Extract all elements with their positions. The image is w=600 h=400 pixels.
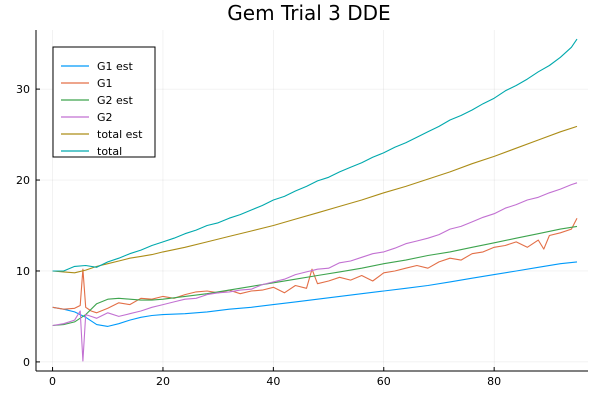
series-line-g2: [52, 182, 578, 362]
legend-label-g1: G1: [97, 77, 113, 90]
y-tick-label: 20: [16, 174, 30, 187]
x-tick-label: 20: [156, 375, 170, 388]
x-tick-label: 60: [377, 375, 391, 388]
legend-label-g2: G2: [97, 111, 113, 124]
x-tick-label: 0: [49, 375, 56, 388]
legend: G1 est G1 G2 est G2 total est total: [52, 46, 156, 158]
y-tick-label: 30: [16, 83, 30, 96]
legend-label-total: total: [97, 145, 122, 158]
axes: 0 20 40 60 80 0 10 20 30: [16, 30, 588, 388]
series-line-total-est: [52, 125, 578, 274]
legend-box: [52, 46, 156, 158]
y-tick-label: 0: [23, 356, 30, 369]
series-line-g1: [52, 217, 578, 314]
legend-label-g1-est: G1 est: [97, 60, 134, 73]
series-line-total: [52, 38, 578, 272]
legend-label-total-est: total est: [97, 128, 143, 141]
x-tick-label: 80: [487, 375, 501, 388]
y-tick-label: 10: [16, 265, 30, 278]
series-line-g1-est: [52, 261, 578, 327]
legend-label-g2-est: G2 est: [97, 94, 134, 107]
x-tick-label: 40: [266, 375, 280, 388]
chart-title: Gem Trial 3 DDE: [227, 1, 390, 25]
series-layer: [52, 38, 578, 362]
